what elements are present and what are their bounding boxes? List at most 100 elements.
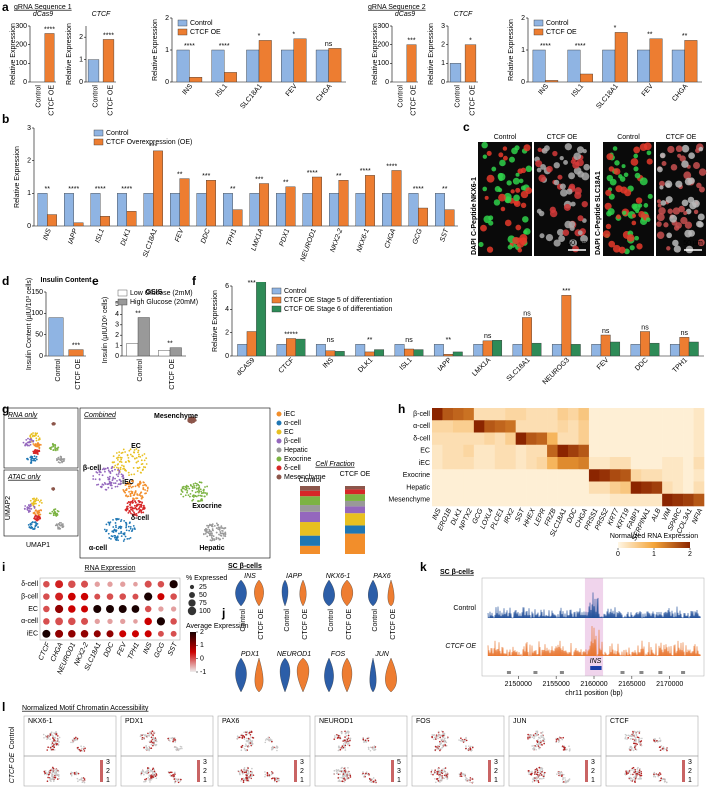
heat-cell <box>651 432 663 446</box>
umap-point <box>276 745 278 748</box>
umap-point <box>639 740 642 743</box>
dot <box>144 617 152 626</box>
umap-point <box>127 525 130 528</box>
cell <box>502 155 508 161</box>
umap-point <box>435 738 437 740</box>
umap-point <box>80 778 83 780</box>
umap-point <box>145 457 148 460</box>
size-key <box>187 606 197 616</box>
heat-cell <box>662 493 673 507</box>
bar <box>669 344 680 356</box>
scale-bar <box>197 760 200 782</box>
x-tick-label: NEUROD1 <box>300 228 318 263</box>
umap-point <box>653 771 656 774</box>
umap-point <box>143 453 146 455</box>
umap-point <box>464 773 467 776</box>
cell <box>572 161 580 169</box>
umap-point <box>123 519 126 522</box>
colorbar-tick-label: 2 <box>200 629 204 636</box>
umap-point <box>367 736 370 739</box>
umap-point <box>335 772 338 775</box>
umap-point <box>206 493 208 496</box>
umap-point <box>340 731 343 733</box>
heat-cell <box>452 457 464 470</box>
umap-point <box>58 777 60 780</box>
umap-point <box>345 731 347 734</box>
umap-point <box>82 777 85 779</box>
heat-cell <box>505 444 516 458</box>
scale-tick-label: 3 <box>688 759 692 766</box>
umap-point <box>135 514 138 517</box>
umap-point <box>150 733 153 736</box>
significance: ** <box>647 32 653 39</box>
umap-point <box>341 732 343 735</box>
heat-cell <box>515 469 527 482</box>
heat-cell <box>672 420 684 433</box>
violin <box>279 657 291 693</box>
umap-point <box>531 745 533 747</box>
umap-point <box>346 772 349 775</box>
umap-point <box>117 475 120 478</box>
umap-point <box>274 778 276 780</box>
significance: ** <box>135 310 141 317</box>
gene-feature <box>533 671 538 674</box>
umap-point <box>29 499 32 502</box>
umap-point <box>130 486 133 489</box>
inset-title: RNA only <box>8 412 38 419</box>
bar <box>418 207 428 226</box>
cell <box>679 155 686 162</box>
umap-point <box>657 774 660 776</box>
heat-cell <box>672 432 684 446</box>
heat-cell <box>578 408 590 421</box>
umap-point <box>638 730 641 733</box>
motif-label: JUN <box>513 718 527 725</box>
dot <box>43 593 50 600</box>
umap-point <box>107 532 110 535</box>
umap-point <box>125 529 128 532</box>
heat-cell <box>588 469 600 482</box>
bar <box>126 211 137 226</box>
umap-point <box>112 526 115 528</box>
umap-point <box>49 746 52 749</box>
umap-point <box>558 774 560 777</box>
significance: ** <box>442 186 448 193</box>
violin <box>254 579 264 607</box>
umap-point <box>204 492 207 494</box>
umap-point <box>129 453 132 456</box>
umap-point <box>118 526 121 529</box>
umap-point <box>131 528 134 531</box>
umap-point <box>443 738 446 740</box>
umap-point <box>637 766 639 769</box>
umap-point <box>47 737 49 739</box>
stack-segment <box>345 533 365 554</box>
cell <box>552 150 558 157</box>
y-tick-label: 300 <box>15 23 27 30</box>
umap-point <box>118 451 121 454</box>
heat-cell <box>630 444 642 458</box>
x-tick-label: INS <box>537 83 550 97</box>
umap-point <box>537 781 540 784</box>
umap-point <box>131 479 134 482</box>
umap-point <box>437 780 440 782</box>
umap-point <box>436 746 438 748</box>
umap-point <box>53 508 56 511</box>
heat-cell <box>526 420 537 433</box>
umap-point <box>46 780 49 783</box>
heat-cell <box>662 444 673 458</box>
y-tick-label: 1 <box>27 190 31 197</box>
dot <box>157 580 165 588</box>
umap-point <box>118 471 121 474</box>
umap-point <box>626 738 628 740</box>
umap-point <box>468 748 470 750</box>
significance: ns <box>641 324 649 331</box>
umap-point <box>542 738 545 741</box>
umap-point <box>133 451 135 454</box>
umap-point <box>130 506 133 509</box>
umap-point <box>112 477 114 480</box>
bar <box>671 49 685 82</box>
cell <box>616 214 621 220</box>
y-axis-label: Relative Expression <box>428 23 435 85</box>
umap-point <box>533 747 536 750</box>
umap-point <box>108 478 111 481</box>
umap-point <box>461 740 464 743</box>
